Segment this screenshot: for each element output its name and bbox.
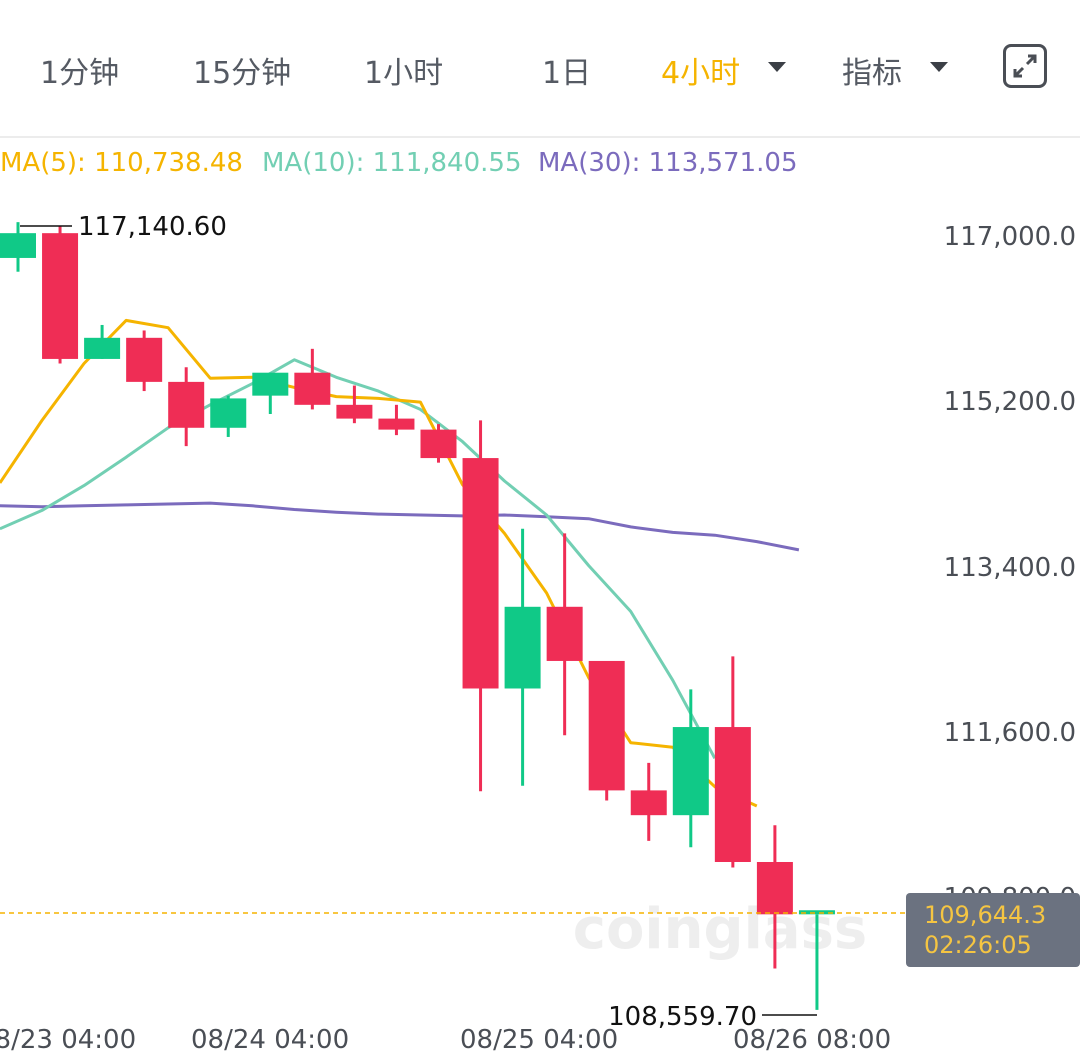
tab-15min[interactable]: 15分钟 [193, 56, 292, 91]
candle [336, 385, 373, 424]
candle [252, 372, 289, 415]
indicators-menu[interactable]: 指标 [842, 56, 902, 91]
x-tick-label: 08/23 04:00 [0, 1025, 136, 1051]
candle [126, 330, 163, 392]
candle-body [672, 727, 709, 816]
candle-body [798, 910, 835, 915]
ma5-legend: MA(5): 110,738.48 [0, 148, 243, 178]
fullscreen-button[interactable] [1003, 44, 1047, 88]
candle-body [588, 660, 625, 791]
candle [42, 225, 79, 364]
watermark: coinglass [573, 897, 867, 962]
ma5-line [0, 318, 758, 808]
y-tick-label: 115,200.0 [944, 387, 1076, 417]
candle [714, 656, 751, 868]
max-price-label: 117,140.60 [78, 212, 227, 242]
candle [672, 689, 709, 848]
tab-1hour[interactable]: 1小时 [364, 56, 444, 91]
candle [756, 825, 793, 969]
candle-body [84, 337, 121, 359]
candle-body [420, 429, 457, 459]
ma10-line [0, 358, 717, 760]
current-price-value: 109,644.3 [924, 901, 1047, 929]
candle [504, 528, 541, 786]
candle-countdown: 02:26:05 [924, 931, 1032, 959]
candle-body [504, 606, 541, 689]
y-tick-label: 117,000.0 [944, 222, 1076, 252]
current-price-tag: 109,644.3 02:26:05 [906, 893, 1080, 967]
candle-body [630, 790, 667, 816]
tab-4hour[interactable]: 4小时 [661, 56, 741, 91]
timeframe-toolbar: 1分钟 15分钟 1小时 1日 4小时 指标 [0, 0, 1080, 138]
chevron-down-icon[interactable] [930, 62, 948, 72]
candle [462, 420, 499, 792]
candle [630, 762, 667, 841]
ma30-line [0, 501, 800, 552]
candle-body [168, 381, 205, 428]
candle-body [336, 404, 373, 419]
candle [798, 910, 835, 1010]
x-tick-label: 08/26 08:00 [733, 1025, 891, 1051]
x-tick-label: 08/25 04:00 [460, 1025, 618, 1051]
candle-body [714, 727, 751, 862]
candle-body [756, 861, 793, 915]
candle-body [42, 233, 79, 359]
candle [378, 404, 415, 436]
ma10-legend: MA(10): 111,840.55 [262, 148, 522, 178]
fullscreen-icon [1013, 54, 1037, 78]
candle [420, 424, 457, 463]
candle-body [0, 233, 36, 258]
chevron-down-icon[interactable] [768, 62, 786, 72]
candle [294, 348, 331, 410]
tab-1min[interactable]: 1分钟 [40, 56, 120, 91]
candle [588, 660, 625, 801]
candle [84, 324, 121, 359]
ma30-legend: MA(30): 113,571.05 [538, 148, 798, 178]
candle [210, 395, 247, 437]
y-tick-label: 111,600.0 [944, 718, 1076, 748]
candle-body [126, 337, 163, 382]
min-price-label: 108,559.70 [608, 1002, 757, 1032]
candle [168, 367, 205, 447]
candle-body [294, 372, 331, 405]
candle-body [462, 458, 499, 689]
y-tick-label: 113,400.0 [944, 553, 1076, 583]
candle-body [252, 372, 289, 396]
x-tick-label: 08/24 04:00 [191, 1025, 349, 1051]
candle-body [378, 418, 415, 430]
candle-body [210, 398, 247, 428]
candle-body [546, 606, 583, 661]
candle [0, 222, 36, 272]
candle [546, 533, 583, 736]
tab-1day[interactable]: 1日 [542, 56, 592, 91]
